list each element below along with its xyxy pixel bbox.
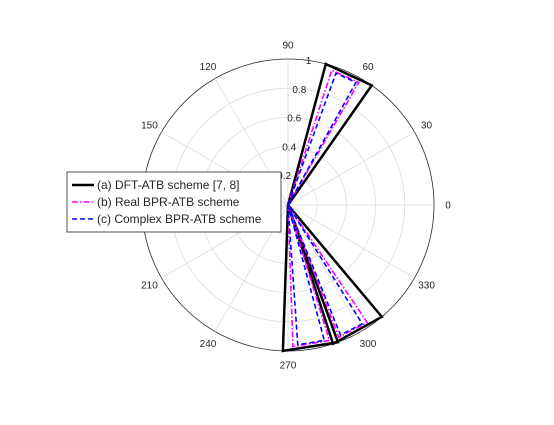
series-2 xyxy=(287,72,364,346)
legend-label: (b) Real BPR-ATB scheme xyxy=(97,195,240,209)
beam-wedge xyxy=(287,204,326,346)
legend-label: (c) Complex BPR-ATB scheme xyxy=(97,212,262,226)
radial-tick-label: 0.8 xyxy=(292,85,306,96)
beam-wedge xyxy=(287,204,331,348)
beam-wedge xyxy=(287,204,369,339)
angle-tick-label: 60 xyxy=(362,62,374,73)
angle-tick-label: 150 xyxy=(141,121,158,132)
grid-spoke xyxy=(287,204,362,332)
series-1 xyxy=(287,69,369,348)
angle-tick-label: 270 xyxy=(280,361,297,372)
legend-label: (a) DFT-ATB scheme [7, 8] xyxy=(97,178,239,192)
grid-spoke xyxy=(287,131,415,206)
beam-wedge xyxy=(281,204,340,353)
angle-tick-label: 0 xyxy=(445,201,451,212)
beam-wedge xyxy=(286,62,374,206)
angle-tick-label: 300 xyxy=(360,339,377,350)
angle-tick-label: 120 xyxy=(200,62,217,73)
beam-wedge xyxy=(286,204,384,346)
radial-tick-label: 0.6 xyxy=(287,114,301,125)
radial-tick-label: 1 xyxy=(306,56,312,67)
legend-box xyxy=(66,171,282,233)
grid-spoke xyxy=(287,204,415,279)
beam-series xyxy=(281,62,384,353)
angle-tick-label: 330 xyxy=(418,281,435,292)
radial-tick-label: 0.2 xyxy=(277,171,291,182)
beam-wedge xyxy=(287,204,364,337)
angle-tick-labels: 0306090120150180210240270300330 xyxy=(120,41,452,372)
radial-tick-labels: 0.2 0.4 0.6 0.8 1 xyxy=(277,56,312,182)
angle-tick-label: 210 xyxy=(141,281,158,292)
angle-tick-label: 90 xyxy=(282,41,294,52)
beam-wedge xyxy=(287,69,360,206)
angle-tick-label: 30 xyxy=(421,121,433,132)
beam-wedge xyxy=(287,72,358,206)
series-0 xyxy=(281,62,384,353)
radial-tick-label: 0.4 xyxy=(282,142,296,153)
angle-tick-label: 240 xyxy=(200,339,217,350)
legend: (a) DFT-ATB scheme [7, 8] (b) Real BPR-AT… xyxy=(66,171,282,233)
